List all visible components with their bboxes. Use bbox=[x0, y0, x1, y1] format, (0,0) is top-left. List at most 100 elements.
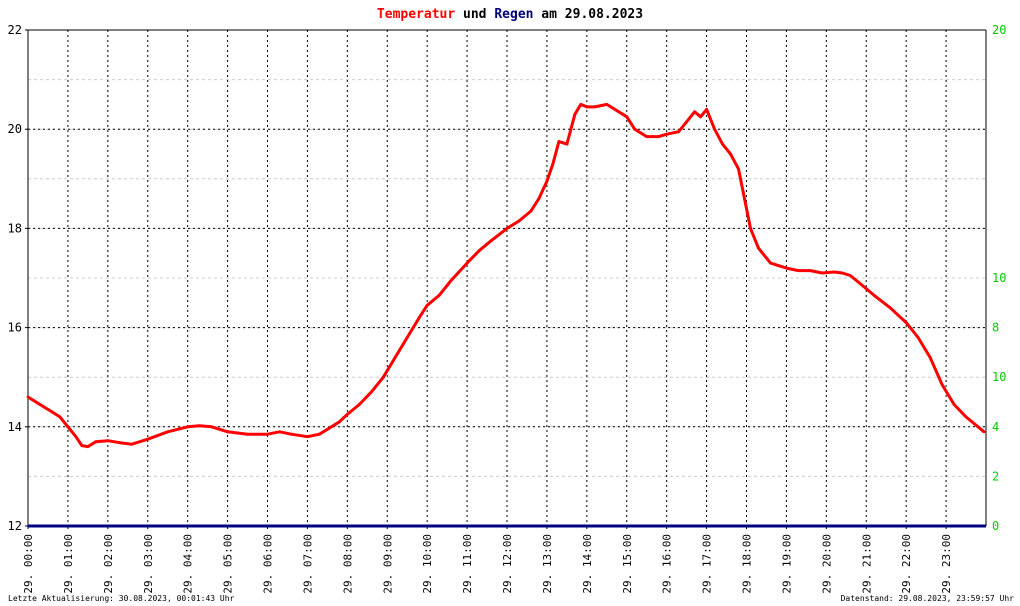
x-tick-label: 29. 08:00 bbox=[341, 534, 354, 594]
temperatur-point bbox=[26, 395, 30, 399]
temperatur-point bbox=[437, 294, 441, 297]
temperatur-point bbox=[952, 403, 956, 406]
temperatur-point bbox=[186, 425, 190, 429]
temperatur-point bbox=[665, 132, 669, 136]
y-tick-label: 16 bbox=[8, 321, 22, 335]
temperatur-point bbox=[705, 108, 708, 111]
temperatur-point bbox=[477, 249, 481, 253]
y2-tick-label: 20 bbox=[992, 23, 1006, 37]
temperatur-point bbox=[130, 442, 134, 446]
x-tick-label: 29. 13:00 bbox=[541, 534, 554, 594]
temperatur-point bbox=[605, 103, 609, 106]
temperatur-point bbox=[557, 140, 561, 144]
footer-data-status: Datenstand: 29.08.2023, 23:59:57 Uhr bbox=[841, 594, 1015, 603]
temperatur-point bbox=[326, 427, 329, 431]
temperatur-point bbox=[58, 415, 62, 419]
temperatur-point bbox=[820, 271, 824, 275]
temperatur-point bbox=[345, 413, 349, 416]
temperatur-point bbox=[449, 279, 453, 282]
x-tick-label: 29. 12:00 bbox=[501, 534, 514, 594]
temperatur-point bbox=[657, 135, 661, 139]
temperatur-point bbox=[80, 444, 84, 447]
x-tick-label: 29. 04:00 bbox=[182, 534, 195, 594]
temperatur-point bbox=[749, 227, 752, 230]
temperatur-point bbox=[685, 120, 688, 124]
x-tick-label: 29. 10:00 bbox=[421, 534, 434, 594]
x-tick-label: 29. 16:00 bbox=[661, 534, 674, 594]
temperatur-point bbox=[417, 316, 421, 320]
temperatur-point bbox=[94, 440, 98, 444]
x-tick-label: 29. 21:00 bbox=[860, 534, 873, 594]
x-tick-label: 29. 22:00 bbox=[900, 534, 913, 594]
temperatur-point bbox=[146, 437, 150, 441]
x-tick-label: 29. 00:00 bbox=[22, 534, 35, 594]
y2-tick-label: 4 bbox=[992, 420, 999, 434]
temperatur-point bbox=[537, 197, 541, 201]
temperatur-point bbox=[677, 130, 680, 134]
temperatur-point bbox=[573, 112, 577, 116]
temperatur-point bbox=[338, 420, 341, 424]
x-tick-label: 29. 02:00 bbox=[102, 534, 115, 594]
temperatur-point bbox=[529, 209, 533, 213]
x-tick-label: 29. 14:00 bbox=[581, 534, 594, 594]
temperatur-point bbox=[848, 274, 852, 277]
temperatur-point bbox=[66, 425, 70, 429]
temperatur-point bbox=[785, 266, 788, 270]
temperatur-point bbox=[393, 356, 397, 359]
grid bbox=[28, 30, 986, 526]
y-tick-label: 20 bbox=[8, 122, 22, 136]
temperatur-point bbox=[226, 430, 230, 434]
x-tick-label: 29. 07:00 bbox=[301, 534, 314, 594]
temperatur-point bbox=[118, 441, 122, 445]
temperatur-point bbox=[964, 415, 968, 419]
x-tick-label: 29. 23:00 bbox=[940, 534, 953, 594]
temperatur-point bbox=[904, 321, 908, 324]
temperatur-point bbox=[757, 246, 760, 250]
temperatur-point bbox=[266, 432, 269, 436]
temperatur-point bbox=[306, 435, 309, 439]
y-tick-label: 12 bbox=[8, 519, 22, 533]
temperatur-point bbox=[633, 127, 637, 131]
temperatur-point bbox=[860, 284, 864, 287]
temperatur-point bbox=[769, 261, 772, 265]
temperatur-point bbox=[290, 432, 293, 436]
temperatur-point bbox=[585, 105, 589, 109]
temperatur-point bbox=[50, 410, 54, 414]
temperatur-point bbox=[699, 115, 702, 119]
x-tick-label: 29. 20:00 bbox=[820, 534, 833, 594]
temperatur-point bbox=[593, 105, 597, 109]
temperatur-point bbox=[928, 356, 932, 359]
footer-last-update: Letzte Aktualisierung: 30.08.2023, 00:01… bbox=[8, 594, 235, 603]
temperatur-point bbox=[246, 432, 249, 436]
x-tick-label: 29. 18:00 bbox=[741, 534, 754, 594]
temperatur-point bbox=[693, 110, 696, 114]
temperatur-point bbox=[916, 336, 920, 339]
title-date: am 29.08.2023 bbox=[533, 7, 643, 22]
x-tick-label: 29. 19:00 bbox=[780, 534, 793, 594]
temperatur-point bbox=[729, 152, 732, 156]
temperatur-point bbox=[86, 445, 90, 448]
title-und: und bbox=[455, 7, 494, 22]
y-tick-label: 22 bbox=[8, 23, 22, 37]
y2-tick-label: 8 bbox=[992, 321, 999, 335]
x-tick-label: 29. 05:00 bbox=[222, 534, 235, 594]
temperatur-point bbox=[940, 383, 944, 386]
temperatur-point bbox=[551, 162, 555, 166]
temperatur-point bbox=[210, 425, 214, 429]
chart-title: Temperatur und Regen am 29.08.2023 bbox=[377, 7, 643, 22]
series-group bbox=[26, 102, 986, 528]
temperatur-point bbox=[625, 115, 629, 119]
temperatur-point bbox=[721, 142, 724, 146]
x-tick-label: 29. 11:00 bbox=[461, 534, 474, 594]
temperatur-point bbox=[465, 261, 469, 265]
x-tick-label: 29. 03:00 bbox=[142, 534, 155, 594]
y2-tick-label: 10 bbox=[992, 370, 1006, 384]
temperatur-point bbox=[743, 197, 746, 201]
series-temperatur-line bbox=[27, 102, 985, 449]
x-tick-label: 29. 17:00 bbox=[701, 534, 714, 594]
temperatur-point bbox=[405, 336, 409, 339]
y2-tick-label: 2 bbox=[992, 469, 999, 483]
temperatur-point bbox=[34, 400, 38, 404]
x-tick-label: 29. 09:00 bbox=[381, 534, 394, 594]
temperatur-point bbox=[318, 432, 321, 436]
